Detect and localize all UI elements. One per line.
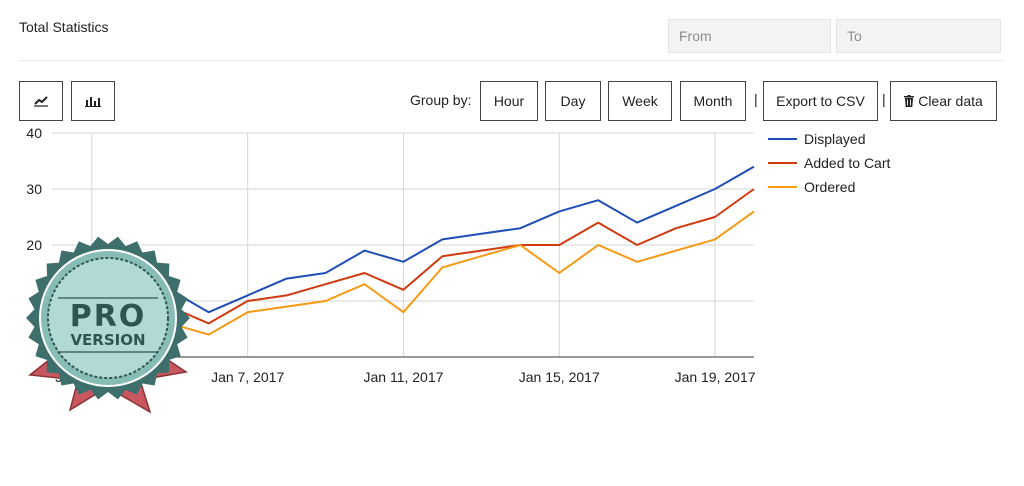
chart-legend: Displayed Added to Cart Ordered [768, 131, 890, 195]
to-date-input[interactable] [836, 19, 1001, 53]
seal-inner [47, 257, 169, 379]
export-csv-button[interactable]: Export to CSV [763, 81, 878, 121]
from-date-input[interactable] [668, 19, 831, 53]
group-month-button[interactable]: Month [680, 81, 746, 121]
x-tick-label: Jan 7, 2017 [211, 369, 284, 385]
trash-icon [904, 95, 915, 107]
y-tick-label: 20 [26, 237, 42, 253]
clear-data-label: Clear data [918, 93, 983, 109]
group-by-label: Group by: [410, 92, 472, 108]
clear-data-button[interactable]: Clear data [890, 81, 997, 121]
y-tick-label: 40 [26, 125, 42, 141]
x-tick-label: Jan 11, 2017 [363, 369, 443, 385]
series-line [91, 210, 755, 347]
badge-version-text: VERSION [70, 331, 145, 349]
line-chart-button[interactable] [19, 81, 63, 121]
legend-label: Added to Cart [804, 155, 890, 171]
line-chart-icon [34, 96, 48, 107]
series-line [91, 188, 755, 336]
group-hour-button[interactable]: Hour [480, 81, 538, 121]
legend-label: Displayed [804, 131, 865, 147]
y-tick-label: 30 [26, 181, 42, 197]
bar-chart-icon [85, 97, 101, 107]
group-day-button[interactable]: Day [545, 81, 601, 121]
series-line [91, 165, 755, 325]
page-title: Total Statistics [19, 19, 109, 35]
legend-label: Ordered [804, 179, 855, 195]
x-tick-label: Jan 19, 2017 [675, 369, 756, 385]
header-divider [19, 60, 1004, 61]
group-week-button[interactable]: Week [608, 81, 672, 121]
badge-pro-text: PRO [70, 299, 147, 334]
x-tick-label: Jan 15, 2017 [519, 369, 600, 385]
toolbar-separator: | [882, 91, 886, 107]
toolbar-separator: | [754, 91, 758, 107]
bar-chart-button[interactable] [71, 81, 115, 121]
chart-series [91, 165, 755, 347]
